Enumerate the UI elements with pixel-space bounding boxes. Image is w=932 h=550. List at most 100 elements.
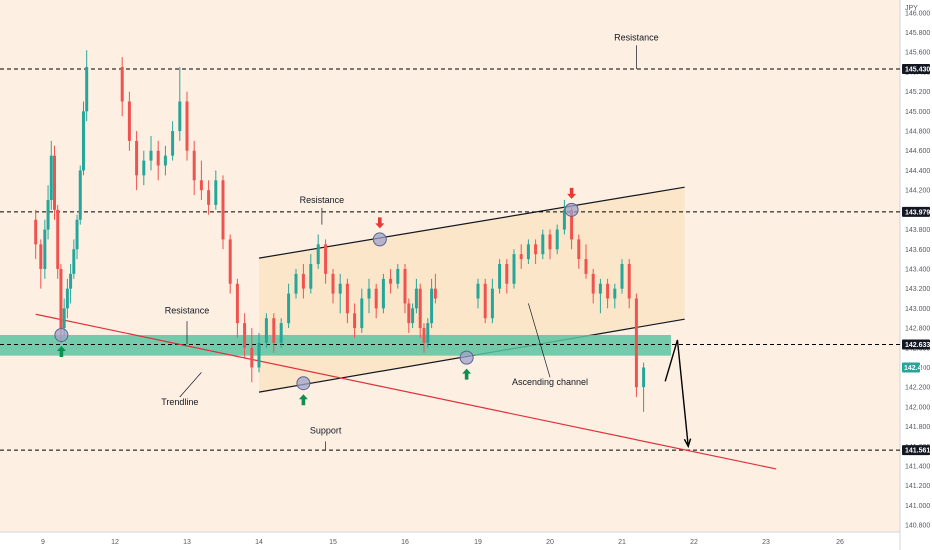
annotation-label: Ascending channel bbox=[512, 377, 588, 387]
x-tick-label: 16 bbox=[401, 539, 409, 546]
trendline[interactable] bbox=[35, 313, 777, 470]
y-tick-label: 143.600 bbox=[905, 247, 930, 254]
candle-body bbox=[46, 199, 50, 230]
level-price-tag bbox=[902, 206, 930, 217]
candle-body bbox=[324, 244, 328, 274]
candle-body bbox=[142, 160, 146, 176]
candle-body bbox=[199, 180, 203, 191]
y-tick-label: 142.000 bbox=[905, 404, 930, 411]
candle-body bbox=[135, 140, 139, 176]
x-tick-label: 20 bbox=[546, 539, 554, 546]
candle-body bbox=[171, 131, 175, 156]
candle-body bbox=[279, 323, 283, 343]
annotation-label: Trendline bbox=[161, 397, 198, 407]
current-price-tag bbox=[902, 362, 920, 373]
candle-body bbox=[483, 283, 487, 319]
level-price-tag bbox=[902, 63, 930, 74]
candle-body bbox=[374, 288, 378, 309]
pivot-marker bbox=[459, 350, 474, 365]
level-price-label: 142.633 bbox=[905, 342, 930, 349]
channel-upper-line[interactable] bbox=[258, 186, 685, 259]
candle-body bbox=[526, 244, 530, 260]
y-tick-label: 143.200 bbox=[905, 286, 930, 293]
y-tick-label: 144.400 bbox=[905, 168, 930, 175]
candle-body bbox=[72, 249, 76, 274]
support-zone-band[interactable] bbox=[0, 334, 671, 356]
x-tick-label: 12 bbox=[111, 539, 119, 546]
candle-body bbox=[294, 273, 298, 294]
projection-path[interactable] bbox=[664, 339, 689, 447]
candle-body bbox=[178, 101, 182, 132]
x-tick-label: 23 bbox=[762, 539, 770, 546]
y-tick-label: 142.800 bbox=[905, 326, 930, 333]
level-price-label: 143.979 bbox=[905, 209, 930, 216]
y-tick-label: 143.400 bbox=[905, 266, 930, 273]
candle-body bbox=[56, 209, 60, 269]
x-tick-label: 14 bbox=[255, 539, 263, 546]
candle-body bbox=[316, 244, 320, 265]
y-tick-label: 145.600 bbox=[905, 50, 930, 57]
candle-body bbox=[411, 308, 415, 324]
candle-body bbox=[396, 268, 400, 284]
y-tick-label: 141.400 bbox=[905, 463, 930, 470]
candle-body bbox=[407, 303, 411, 324]
level-price-label: 141.561 bbox=[905, 448, 930, 455]
candle-body bbox=[634, 298, 638, 388]
candle-body bbox=[519, 254, 523, 260]
y-tick-label: 141.200 bbox=[905, 483, 930, 490]
currency-label: JPY bbox=[905, 5, 918, 12]
candle-body bbox=[207, 190, 211, 205]
candle-body bbox=[235, 283, 239, 324]
candle-body bbox=[185, 101, 189, 151]
candle-body bbox=[414, 288, 418, 309]
price-axis-background bbox=[900, 0, 932, 550]
x-tick-label: 21 bbox=[618, 539, 626, 546]
pivot-marker bbox=[372, 232, 387, 247]
candle-body bbox=[562, 209, 566, 230]
candle-body bbox=[512, 254, 516, 284]
candle-body bbox=[228, 239, 232, 284]
level-price-label: 145.430 bbox=[905, 66, 930, 73]
annotation-label: Resistance bbox=[614, 32, 659, 42]
candle-body bbox=[476, 283, 480, 299]
candle-body bbox=[309, 264, 313, 289]
annotation-pointer bbox=[528, 303, 551, 378]
candle-body bbox=[548, 234, 552, 250]
level-price-tag bbox=[902, 445, 930, 456]
y-tick-label: 144.200 bbox=[905, 188, 930, 195]
candle-body bbox=[127, 101, 131, 141]
x-tick-label: 15 bbox=[329, 539, 337, 546]
candle-body bbox=[591, 273, 595, 294]
candle-body bbox=[264, 318, 268, 343]
up-arrow-icon bbox=[298, 394, 308, 406]
candle-body bbox=[120, 66, 124, 102]
candle-body bbox=[345, 283, 349, 314]
candle-body bbox=[433, 288, 437, 299]
candle-body bbox=[570, 209, 574, 240]
candle-body bbox=[75, 219, 79, 250]
candle-body bbox=[403, 268, 407, 304]
candle-body bbox=[69, 273, 73, 289]
x-tick-label: 19 bbox=[474, 539, 482, 546]
candle-body bbox=[555, 229, 559, 250]
candle-body bbox=[43, 229, 47, 269]
candle-body bbox=[49, 155, 53, 200]
candle-body bbox=[221, 180, 225, 240]
candle-body bbox=[34, 219, 38, 245]
candle-body bbox=[81, 111, 85, 171]
pivot-marker bbox=[564, 202, 579, 217]
candle-body bbox=[498, 264, 502, 289]
candle-body bbox=[577, 239, 581, 260]
pivot-marker bbox=[296, 376, 311, 391]
candle-body bbox=[642, 367, 646, 388]
y-tick-label: 145.000 bbox=[905, 109, 930, 116]
candle-body bbox=[613, 288, 617, 299]
candle-body bbox=[62, 308, 66, 329]
candle-body bbox=[59, 268, 63, 329]
candle-body bbox=[490, 288, 494, 319]
level-price-tag bbox=[902, 339, 930, 350]
candle-body bbox=[287, 293, 291, 324]
candle-body bbox=[534, 244, 538, 255]
